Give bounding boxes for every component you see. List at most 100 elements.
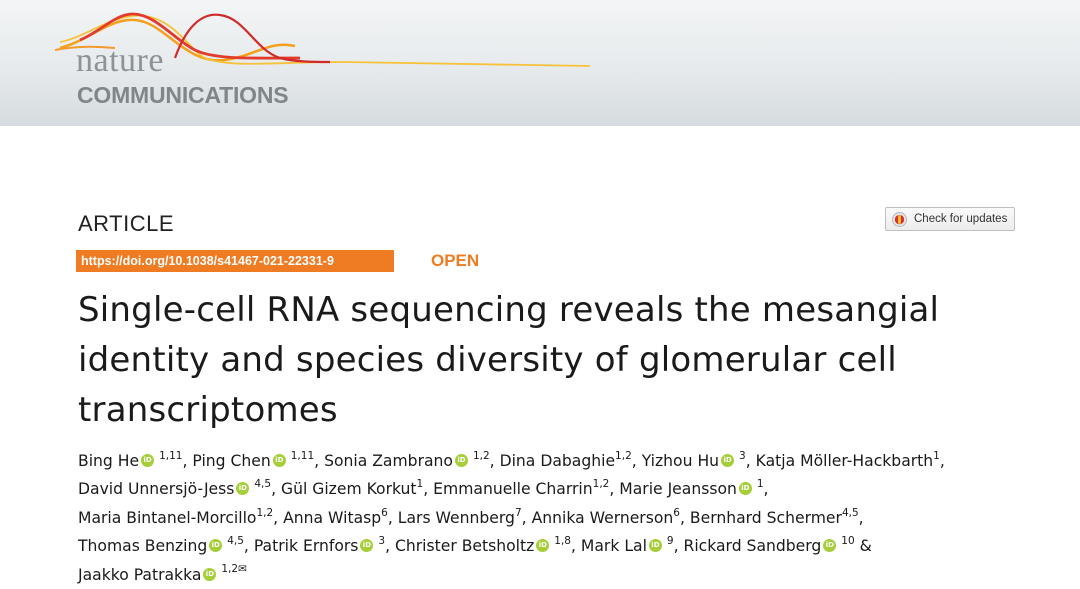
author-separator: , <box>489 452 495 470</box>
author-entry: Katja Möller-Hackbarth1, <box>755 449 945 470</box>
author-separator: , <box>763 480 769 499</box>
author-affiliation[interactable]: 1,11 <box>290 449 315 462</box>
author-separator: , <box>273 508 279 527</box>
author-name[interactable]: Yizhou Hu <box>641 452 720 470</box>
author-entry: Ping Chen iD 1,11, <box>192 449 319 470</box>
orcid-icon[interactable]: iD <box>454 454 468 467</box>
author-entry: Bing He iD 1,11, <box>78 449 187 470</box>
author-name[interactable]: Maria Bintanel-Morcillo <box>78 508 257 527</box>
journal-masthead: nature COMMUNICATIONS <box>0 0 1080 126</box>
author-name[interactable]: Lars Wennberg <box>397 508 515 527</box>
author-entry: Yizhou Hu iD 3, <box>641 449 751 470</box>
author-entry: Lars Wennberg7, <box>397 506 527 527</box>
author-separator: , <box>243 537 249 556</box>
author-affiliation[interactable]: 9 <box>666 535 674 548</box>
author-affiliation[interactable]: 1,2 <box>221 563 239 576</box>
author-name[interactable]: Bing He <box>78 452 140 470</box>
author-entry: Christer Betsholtz iD 1,8, <box>395 535 576 556</box>
author-separator: , <box>745 452 751 470</box>
author-entry: Sonia Zambrano iD 1,2, <box>324 449 495 470</box>
author-affiliation[interactable]: 1,8 <box>554 535 571 548</box>
author-entry: Thomas Benzing iD 4,5, <box>78 535 249 556</box>
orcid-icon[interactable]: iD <box>272 454 286 467</box>
author-entry: Dina Dabaghie1,2, <box>499 449 637 470</box>
author-affiliation[interactable]: 4,5 <box>227 535 244 548</box>
orcid-icon[interactable]: iD <box>823 539 837 553</box>
orcid-icon[interactable]: iD <box>203 567 217 581</box>
author-separator: , <box>939 452 945 470</box>
author-affiliation[interactable]: 7 <box>514 506 522 519</box>
author-separator: , <box>858 508 864 527</box>
author-entry: Mark Lal iD 9, <box>580 535 679 556</box>
author-separator: , <box>521 508 527 527</box>
author-entry: Patrik Ernfors iD 3, <box>253 535 391 556</box>
author-affiliation[interactable]: 4,5 <box>841 506 859 519</box>
author-name[interactable]: Sonia Zambrano <box>324 452 453 470</box>
orcid-icon[interactable]: iD <box>209 539 223 553</box>
email-icon[interactable]: ✉ <box>238 563 247 576</box>
check-for-updates-label: Check for updates <box>914 213 1008 225</box>
author-affiliation[interactable]: 1,11 <box>159 449 183 462</box>
author-name[interactable]: Rickard Sandberg <box>683 537 822 556</box>
author-separator: , <box>385 537 391 556</box>
author-name[interactable]: Bernhard Schermer <box>689 508 842 527</box>
author-affiliation[interactable]: 4,5 <box>254 478 272 491</box>
author-name[interactable]: Ping Chen <box>192 452 271 470</box>
author-affiliation[interactable]: 1,2 <box>472 449 490 462</box>
author-affiliation[interactable]: 6 <box>673 506 680 519</box>
orcid-icon[interactable]: iD <box>721 454 735 467</box>
author-affiliation[interactable]: 3 <box>739 449 746 462</box>
article-title: Single-cell RNA sequencing reveals the m… <box>78 285 1068 435</box>
author-name[interactable]: Gül Gizem Korkut <box>281 480 417 499</box>
author-name[interactable]: Emmanuelle Charrin <box>433 480 593 499</box>
orcid-icon[interactable]: iD <box>360 539 374 553</box>
orcid-icon[interactable]: iD <box>648 539 662 553</box>
journal-brand-nature: nature <box>76 42 164 79</box>
author-name[interactable]: Katja Möller-Hackbarth <box>755 452 934 470</box>
author-affiliation[interactable]: 1 <box>756 478 764 491</box>
orcid-icon[interactable]: iD <box>236 482 250 496</box>
title-line: identity and species diversity of glomer… <box>78 340 897 380</box>
author-separator: , <box>423 480 429 499</box>
author-separator: & <box>854 537 872 556</box>
author-name[interactable]: Dina Dabaghie <box>499 452 616 470</box>
author-separator: , <box>679 508 685 527</box>
title-line: Single-cell RNA sequencing reveals the m… <box>78 290 940 330</box>
crossmark-icon <box>892 211 907 227</box>
author-entry: Maria Bintanel-Morcillo1,2, <box>78 506 279 527</box>
author-affiliation[interactable]: 1,2 <box>592 478 610 491</box>
author-name[interactable]: Marie Jeansson <box>619 480 737 499</box>
author-name[interactable]: Anna Witasp <box>283 508 382 527</box>
author-entry: David Unnersjö-Jess iD 4,5, <box>78 478 277 499</box>
author-entry: Gül Gizem Korkut1, <box>281 478 429 499</box>
author-separator: , <box>673 537 679 556</box>
article-type-label: ARTICLE <box>78 211 175 236</box>
orcid-icon[interactable]: iD <box>738 482 752 496</box>
open-access-label: OPEN <box>431 251 480 270</box>
author-name[interactable]: Mark Lal <box>580 537 647 556</box>
author-affiliation[interactable]: 1 <box>933 449 940 462</box>
author-separator: , <box>609 480 615 499</box>
author-affiliation[interactable]: 10 <box>841 535 855 548</box>
author-affiliation[interactable]: 1,2 <box>615 449 632 462</box>
author-affiliation[interactable]: 6 <box>381 506 388 519</box>
author-entry: Rickard Sandberg iD 10 & <box>683 535 872 556</box>
orcid-icon[interactable]: iD <box>536 539 550 553</box>
author-name[interactable]: Thomas Benzing <box>78 537 208 556</box>
journal-logo-wave-graphic <box>55 12 591 67</box>
doi-link[interactable]: https://doi.org/10.1038/s41467-021-22331… <box>76 250 394 272</box>
author-name[interactable]: Jaakko Patrakka <box>78 565 202 584</box>
author-affiliation[interactable]: 1 <box>416 478 424 491</box>
author-entry: Annika Wernerson6, <box>531 506 685 527</box>
author-name[interactable]: Annika Wernerson <box>531 508 674 527</box>
author-name[interactable]: David Unnersjö-Jess <box>78 480 235 499</box>
author-list: Bing He iD 1,11, Ping Chen iD 1,11, Sonia … <box>78 447 1068 589</box>
check-for-updates-button[interactable]: Check for updates <box>885 207 1015 231</box>
orcid-icon[interactable]: iD <box>141 454 155 467</box>
author-affiliation[interactable]: 3 <box>378 535 386 548</box>
author-affiliation[interactable]: 1,2 <box>256 506 274 519</box>
author-name[interactable]: Patrik Ernfors <box>253 537 359 556</box>
author-name[interactable]: Christer Betsholtz <box>395 537 535 556</box>
author-separator: , <box>271 480 277 499</box>
author-entry: Bernhard Schermer4,5, <box>689 506 864 527</box>
